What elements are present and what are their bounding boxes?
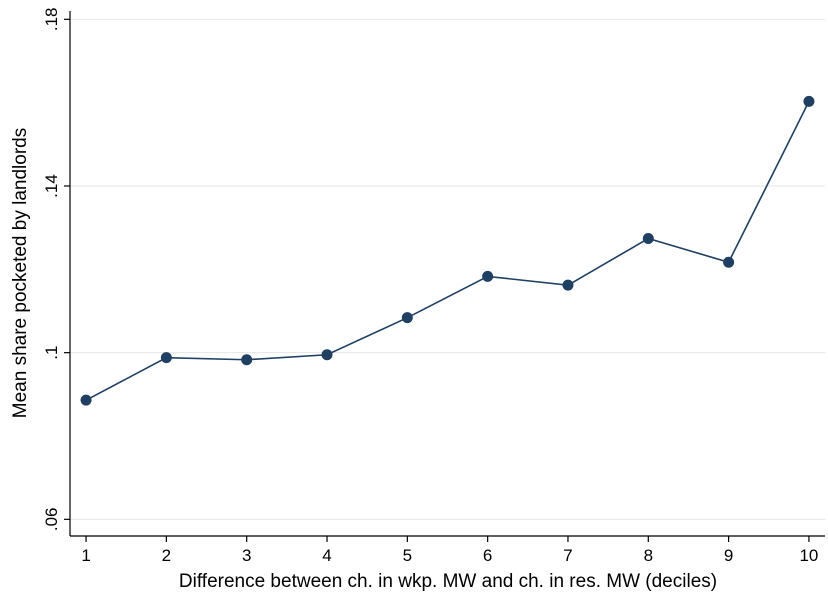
data-point	[723, 256, 735, 268]
gridlines	[70, 18, 825, 520]
x-axis-ticks: 1 2 3 4 5 6 7 8 9 10	[81, 536, 818, 565]
data-point	[803, 95, 815, 107]
data-point	[482, 270, 494, 282]
x-tick-label: 4	[322, 546, 331, 565]
data-point	[321, 349, 333, 361]
x-tick-label: 1	[81, 546, 90, 565]
y-tick-label: .14	[42, 174, 61, 198]
data-point	[642, 233, 654, 244]
data-point	[562, 279, 574, 291]
x-tick-label: 5	[403, 546, 412, 565]
x-axis-title: Difference between ch. in wkp. MW and ch…	[179, 571, 717, 592]
axes	[69, 11, 825, 537]
y-axis-ticks: .06 .1 .14 .18	[42, 8, 70, 532]
x-tick-label: 7	[563, 546, 572, 565]
x-tick-label: 3	[242, 546, 251, 565]
x-tick-label: 2	[162, 546, 171, 565]
x-tick-label: 8	[644, 546, 653, 565]
x-tick-label: 9	[724, 546, 733, 565]
y-tick-label: .18	[42, 8, 61, 32]
data-point	[160, 352, 172, 364]
data-point	[241, 354, 253, 366]
series-line	[85, 101, 810, 401]
y-tick-label: .1	[42, 346, 61, 360]
data-point	[80, 394, 92, 406]
y-axis-title: Mean share pocketed by landlords	[10, 128, 31, 418]
data-point	[401, 312, 413, 324]
data-series	[80, 95, 815, 406]
y-tick-label: .06	[42, 508, 61, 532]
x-tick-label: 6	[483, 546, 492, 565]
x-tick-label: 10	[799, 546, 818, 565]
